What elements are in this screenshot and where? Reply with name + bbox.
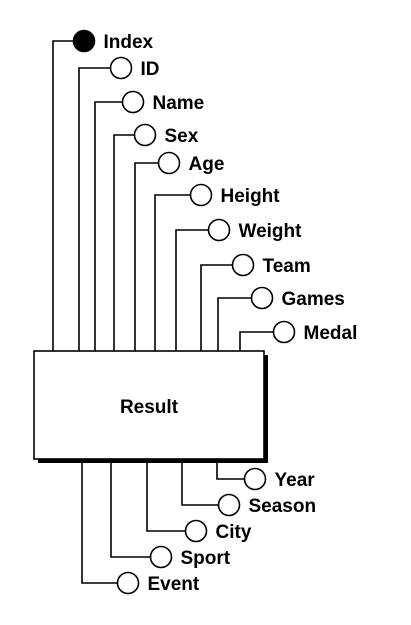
node-sex-icon[interactable]: [135, 125, 156, 146]
connector-weight: [176, 230, 209, 351]
label-games: Games: [282, 289, 345, 310]
label-weight: Weight: [239, 221, 303, 242]
node-medal-icon[interactable]: [274, 322, 295, 343]
connector-event: [82, 459, 118, 583]
connector-lines: [53, 41, 274, 583]
label-age: Age: [189, 154, 225, 175]
node-height-icon[interactable]: [191, 185, 212, 206]
node-name-icon[interactable]: [123, 92, 144, 113]
label-index: Index: [104, 32, 154, 53]
label-sex: Sex: [165, 126, 199, 147]
node-index-icon[interactable]: [74, 31, 95, 52]
result-title: Result: [120, 397, 179, 418]
label-sport: Sport: [181, 548, 231, 569]
connector-team: [201, 265, 233, 351]
connector-name: [95, 102, 123, 351]
node-weight-icon[interactable]: [209, 220, 230, 241]
node-games-icon[interactable]: [252, 288, 273, 309]
label-id: ID: [141, 59, 160, 80]
node-age-icon[interactable]: [159, 153, 180, 174]
node-event-icon[interactable]: [118, 573, 139, 594]
node-team-icon[interactable]: [233, 255, 254, 276]
attribute-nodes: Index ID Name Sex Age Height Weight Team Games Me…: [74, 31, 358, 596]
label-year: Year: [275, 470, 316, 491]
connector-city: [147, 459, 186, 531]
label-city: City: [216, 522, 252, 543]
label-name: Name: [153, 93, 205, 114]
label-medal: Medal: [304, 323, 358, 344]
connector-sex: [114, 135, 135, 351]
connector-index: [53, 41, 74, 351]
node-id-icon[interactable]: [111, 58, 132, 79]
connector-games: [218, 298, 252, 351]
label-team: Team: [263, 256, 311, 277]
label-height: Height: [221, 186, 281, 207]
node-year-icon[interactable]: [245, 469, 266, 490]
connector-sport: [111, 459, 151, 557]
connector-season: [182, 459, 219, 505]
node-city-icon[interactable]: [186, 521, 207, 542]
connector-medal: [240, 332, 274, 351]
label-season: Season: [249, 496, 317, 517]
connector-height: [155, 195, 191, 351]
node-sport-icon[interactable]: [151, 547, 172, 568]
label-event: Event: [148, 574, 200, 595]
node-season-icon[interactable]: [219, 495, 240, 516]
